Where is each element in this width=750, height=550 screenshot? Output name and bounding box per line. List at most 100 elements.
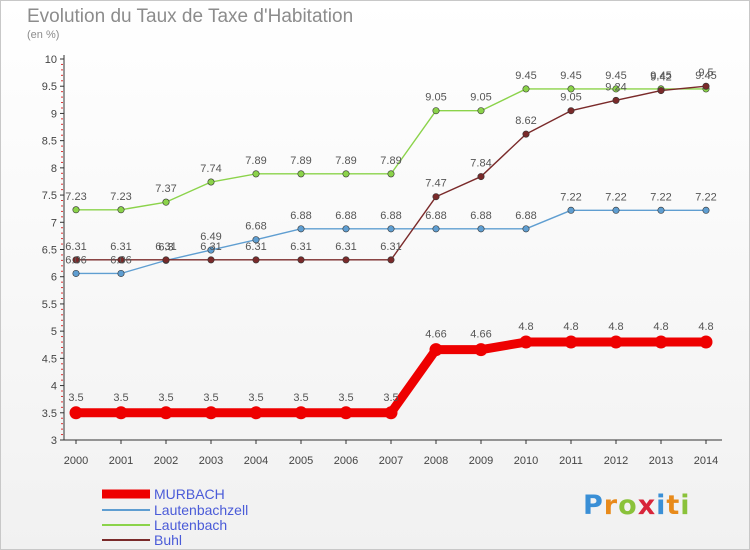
data-point (657, 87, 665, 95)
legend-label-buhl: Buhl (154, 532, 182, 548)
series-lines (69, 82, 713, 420)
data-label: 7.23 (110, 191, 131, 203)
data-label: 9.05 (560, 92, 581, 104)
data-label: 4.8 (518, 321, 533, 333)
data-label: 7.22 (560, 191, 581, 203)
data-label: 3.5 (383, 392, 398, 404)
data-point (72, 256, 80, 264)
data-point (477, 225, 485, 233)
data-label: 6.88 (515, 210, 536, 222)
data-label: 3.5 (158, 392, 173, 404)
data-point (117, 206, 125, 214)
data-label: 7.89 (335, 155, 356, 167)
data-point (207, 256, 215, 264)
data-label: 4.8 (698, 321, 713, 333)
x-tick-label: 2004 (244, 455, 268, 467)
data-point (522, 130, 530, 138)
data-label: 6.31 (200, 241, 221, 253)
data-label: 4.66 (470, 329, 491, 341)
data-label: 3.5 (293, 392, 308, 404)
data-label: 6.31 (155, 241, 176, 253)
data-label: 6.31 (110, 241, 131, 253)
data-point (387, 170, 395, 178)
data-point (567, 85, 575, 93)
data-point (117, 256, 125, 264)
data-point (252, 236, 260, 244)
legend-label-lautenbach: Lautenbach (154, 517, 227, 533)
data-point (612, 96, 620, 104)
data-label: 6.31 (245, 241, 266, 253)
data-label: 6.31 (335, 241, 356, 253)
y-tick-label: 5.5 (42, 299, 57, 311)
data-label: 6.06 (110, 254, 131, 266)
proxiti-logo: Proxiti (583, 490, 691, 521)
data-point (207, 178, 215, 186)
data-point (477, 107, 485, 115)
data-point (117, 269, 125, 277)
y-tick-label: 7 (51, 217, 57, 229)
data-label: 6.49 (200, 231, 221, 243)
data-point (384, 406, 398, 420)
data-label: 3.5 (203, 392, 218, 404)
data-point (294, 406, 308, 420)
x-tick-label: 2000 (64, 455, 88, 467)
data-label: 8.62 (515, 115, 536, 127)
data-point (654, 335, 668, 349)
data-point (252, 170, 260, 178)
y-tick-label: 3 (51, 435, 57, 447)
data-label: 3.5 (113, 392, 128, 404)
y-tick-label: 4 (51, 381, 57, 393)
y-tick-label: 9 (51, 108, 57, 120)
data-label: 6.88 (380, 210, 401, 222)
x-tick-label: 2014 (694, 455, 718, 467)
data-point (207, 246, 215, 254)
x-tick-label: 2006 (334, 455, 358, 467)
data-point (162, 198, 170, 206)
data-point (432, 225, 440, 233)
x-tick-label: 2008 (424, 455, 448, 467)
data-point (342, 225, 350, 233)
data-point (159, 406, 173, 420)
data-point (297, 256, 305, 264)
data-point (429, 343, 443, 357)
data-label: 9.45 (695, 70, 716, 82)
data-label: 9.42 (650, 72, 671, 84)
data-label: 3.5 (248, 392, 263, 404)
data-point (702, 206, 710, 214)
data-point (339, 406, 353, 420)
data-label: 9.45 (515, 70, 536, 82)
y-tick-label: 7.5 (42, 190, 57, 202)
x-tick-label: 2007 (379, 455, 403, 467)
x-tick-label: 2011 (559, 455, 583, 467)
data-label: 7.89 (290, 155, 311, 167)
x-tick-label: 2013 (649, 455, 673, 467)
x-tick-label: 2003 (199, 455, 223, 467)
data-label: 4.8 (563, 321, 578, 333)
x-tick-label: 2010 (514, 455, 538, 467)
x-tick-label: 2005 (289, 455, 313, 467)
data-label: 9.45 (560, 70, 581, 82)
data-label: 6.88 (425, 210, 446, 222)
chart-subtitle: (en %) (27, 29, 60, 41)
data-point (387, 256, 395, 264)
data-point (72, 206, 80, 214)
data-point (477, 173, 485, 181)
data-point (519, 335, 533, 349)
data-label: 4.66 (425, 329, 446, 341)
data-label: 7.89 (380, 155, 401, 167)
data-label: 7.84 (470, 158, 491, 170)
legend-label-murbach: MURBACH (154, 486, 225, 502)
data-point (567, 107, 575, 115)
y-tick-label: 6 (51, 272, 57, 284)
data-point (69, 406, 83, 420)
data-point (699, 335, 713, 349)
data-point (249, 406, 263, 420)
data-label: 6.31 (65, 241, 86, 253)
data-point (72, 269, 80, 277)
data-point (114, 406, 128, 420)
data-point (342, 170, 350, 178)
data-label: 3.5 (68, 392, 83, 404)
